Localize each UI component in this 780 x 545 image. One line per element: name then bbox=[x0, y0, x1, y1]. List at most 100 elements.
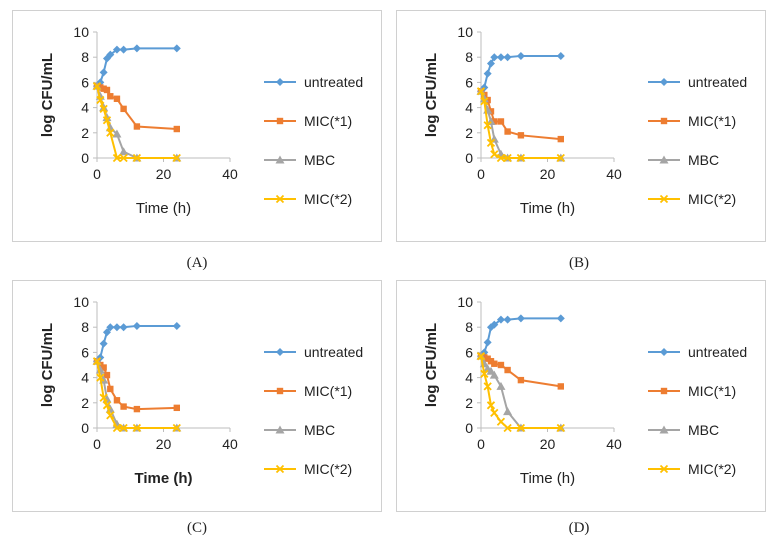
data-point bbox=[516, 51, 525, 60]
y-tick-label: 10 bbox=[457, 294, 473, 310]
legend-marker bbox=[660, 387, 668, 395]
y-tick-label: 0 bbox=[465, 420, 473, 436]
legend-marker bbox=[276, 348, 284, 356]
data-point bbox=[496, 153, 506, 163]
data-point bbox=[99, 393, 108, 402]
data-point bbox=[132, 153, 142, 163]
legend-label: MIC(*1) bbox=[304, 383, 352, 399]
data-point bbox=[99, 68, 108, 77]
legend-marker bbox=[275, 464, 285, 474]
data-point bbox=[503, 53, 512, 62]
data-point bbox=[132, 423, 142, 433]
legend-marker bbox=[660, 348, 668, 356]
legend-entry: MBC bbox=[648, 422, 719, 438]
data-point bbox=[112, 45, 121, 54]
y-tick-label: 4 bbox=[465, 100, 473, 116]
data-point bbox=[487, 358, 495, 365]
data-point bbox=[490, 150, 499, 159]
x-tick-label: 40 bbox=[222, 436, 238, 452]
y-tick-label: 4 bbox=[465, 370, 473, 386]
legend-label: MBC bbox=[688, 422, 719, 438]
legend-entry: untreated bbox=[648, 344, 747, 360]
legend-label: MBC bbox=[304, 152, 335, 168]
data-point bbox=[102, 328, 111, 337]
data-point bbox=[133, 405, 141, 413]
data-point bbox=[557, 383, 564, 390]
legend-entry: MBC bbox=[264, 422, 335, 438]
legend-entry: MIC(*1) bbox=[264, 113, 352, 129]
y-tick-label: 0 bbox=[465, 150, 473, 166]
y-tick-label: 2 bbox=[465, 395, 473, 411]
legend-entry: untreated bbox=[264, 74, 363, 90]
x-axis-label: Time (h) bbox=[520, 470, 575, 487]
data-point bbox=[480, 369, 489, 378]
data-point bbox=[172, 44, 181, 53]
data-point bbox=[487, 108, 495, 115]
data-point bbox=[484, 96, 491, 104]
data-point bbox=[112, 323, 121, 332]
legend-label: MIC(*1) bbox=[688, 383, 736, 399]
legend-marker bbox=[275, 194, 285, 204]
data-point bbox=[106, 50, 115, 59]
y-tick-label: 2 bbox=[465, 125, 473, 141]
data-point bbox=[95, 365, 105, 374]
data-point bbox=[496, 53, 505, 62]
data-point bbox=[173, 404, 180, 412]
data-point bbox=[516, 314, 525, 323]
chart-d: 0 2 4 6 8 10 0 20 40 Time (h) log CFU/mL untreated M… bbox=[396, 280, 766, 512]
chart-border bbox=[396, 10, 766, 242]
chart-c: 0 2 4 6 8 10 0 20 40 Time (h) log CFU/mL untreated M… bbox=[12, 280, 382, 512]
data-point bbox=[112, 423, 122, 433]
legend-marker bbox=[276, 78, 284, 86]
legend-label: untreated bbox=[688, 74, 747, 90]
y-tick-label: 8 bbox=[81, 319, 89, 335]
y-tick-label: 0 bbox=[81, 420, 89, 436]
chart-border bbox=[12, 280, 382, 512]
legend-marker bbox=[660, 117, 668, 125]
chart-border bbox=[12, 10, 382, 242]
y-tick-label: 6 bbox=[465, 344, 473, 360]
data-point bbox=[132, 44, 141, 53]
data-point bbox=[496, 381, 506, 390]
legend-label: MBC bbox=[688, 152, 719, 168]
data-point bbox=[490, 408, 499, 418]
data-point bbox=[491, 118, 498, 125]
x-axis-label: Time (h) bbox=[520, 200, 575, 217]
data-point bbox=[172, 321, 181, 330]
data-point bbox=[557, 135, 564, 143]
data-point bbox=[119, 147, 129, 156]
chart-a: 0 2 4 6 8 10 0 20 40 Time (h) log CFU/mL untreated M… bbox=[12, 10, 382, 242]
legend-entry: MIC(*1) bbox=[648, 113, 736, 129]
legend-entry: MIC(*1) bbox=[264, 383, 352, 399]
data-point bbox=[490, 53, 499, 62]
chart-panel-d: 0 2 4 6 8 10 0 20 40 Time (h) log CFU/mL untreated M… bbox=[396, 280, 766, 512]
data-point bbox=[97, 84, 104, 91]
chart-border bbox=[396, 280, 766, 512]
data-point bbox=[99, 104, 108, 113]
legend-marker bbox=[275, 155, 285, 164]
data-point bbox=[92, 357, 102, 366]
data-point bbox=[172, 153, 181, 163]
data-point bbox=[113, 397, 121, 404]
legend-label: untreated bbox=[304, 74, 363, 90]
data-point bbox=[483, 382, 492, 391]
data-point bbox=[483, 338, 492, 347]
data-point bbox=[120, 403, 127, 410]
x-axis-label: Time (h) bbox=[134, 470, 192, 487]
data-point bbox=[556, 51, 565, 60]
data-point bbox=[480, 97, 489, 106]
chart-panel-b: 0 2 4 6 8 10 0 20 40 Time (h) log CFU/mL untreated M… bbox=[396, 10, 766, 242]
data-point bbox=[112, 129, 122, 138]
y-tick-label: 2 bbox=[81, 395, 89, 411]
data-point bbox=[491, 360, 498, 367]
series-markers bbox=[476, 87, 565, 163]
data-point bbox=[481, 354, 488, 361]
legend-label: MIC(*2) bbox=[688, 461, 736, 477]
y-tick-label: 8 bbox=[465, 319, 473, 335]
y-tick-label: 2 bbox=[81, 125, 89, 141]
data-point bbox=[107, 385, 114, 393]
legend-marker bbox=[659, 425, 669, 434]
data-point bbox=[106, 128, 115, 137]
x-tick-label: 40 bbox=[606, 436, 622, 452]
data-point bbox=[490, 320, 499, 329]
